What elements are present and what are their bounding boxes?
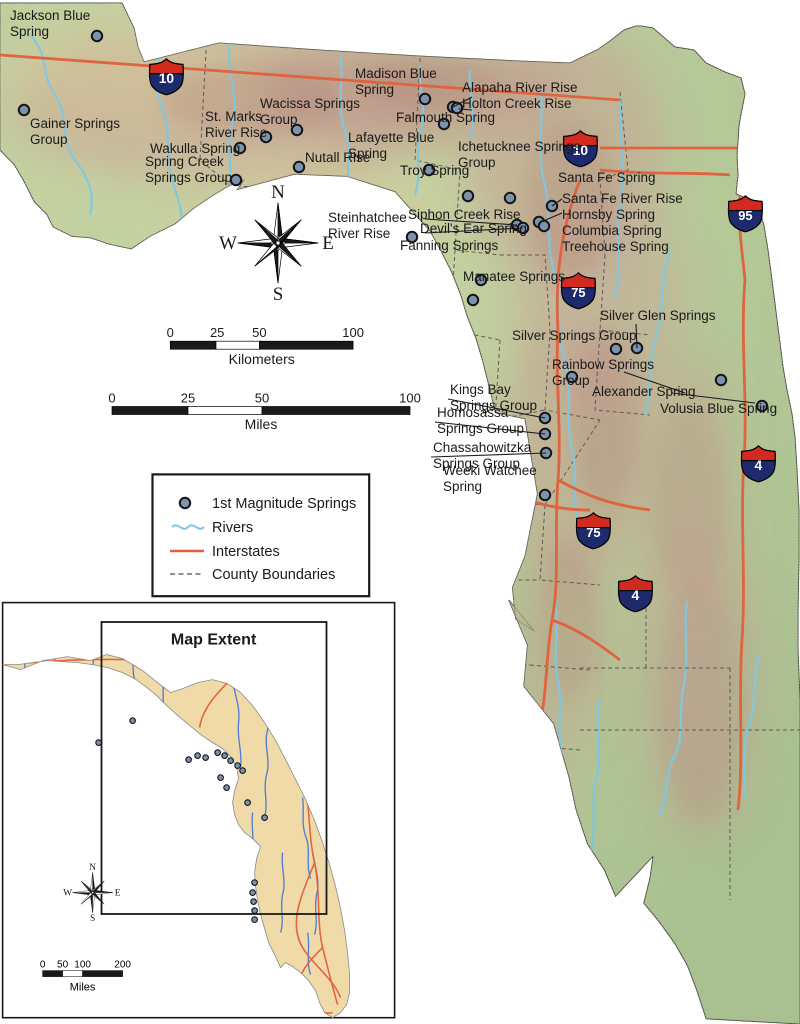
svg-text:200: 200 <box>114 960 131 971</box>
svg-text:S: S <box>273 284 284 305</box>
svg-text:Homosassa Springs Group: Homosassa Springs Group <box>437 405 524 436</box>
svg-text:Weeki Watchee Spring: Weeki Watchee Spring <box>443 463 541 494</box>
svg-text:E: E <box>115 889 121 899</box>
svg-text:50: 50 <box>255 391 269 406</box>
svg-text:Spring Creek Springs Group: Spring Creek Springs Group <box>145 154 232 185</box>
svg-text:Alapaha River Rise: Alapaha River Rise <box>462 80 578 95</box>
svg-text:75: 75 <box>586 525 600 540</box>
svg-text:Silver Glen Springs: Silver Glen Springs <box>600 308 716 323</box>
svg-text:Miles: Miles <box>245 416 278 432</box>
svg-text:Map Extent: Map Extent <box>171 632 257 649</box>
svg-text:100: 100 <box>74 960 91 971</box>
svg-text:4: 4 <box>755 458 763 473</box>
svg-text:100: 100 <box>342 325 364 340</box>
svg-text:1st Magnitude Springs: 1st Magnitude Springs <box>212 496 356 512</box>
svg-text:Devil's Ear Spring: Devil's Ear Spring <box>420 221 527 236</box>
svg-text:75: 75 <box>571 285 585 300</box>
svg-text:100: 100 <box>399 391 421 406</box>
svg-text:Manatee Springs: Manatee Springs <box>463 269 565 284</box>
svg-text:0: 0 <box>40 960 46 971</box>
svg-text:25: 25 <box>181 391 195 406</box>
svg-text:N: N <box>89 863 96 873</box>
svg-text:50: 50 <box>252 325 266 340</box>
svg-text:Siphon Creek Rise: Siphon Creek Rise <box>408 207 521 222</box>
svg-text:25: 25 <box>210 325 224 340</box>
svg-text:0: 0 <box>167 325 174 340</box>
svg-text:N: N <box>271 182 285 203</box>
svg-text:Volusia Blue Spring: Volusia Blue Spring <box>660 401 777 416</box>
svg-text:Steinhatchee River Rise: Steinhatchee River Rise <box>328 210 411 241</box>
svg-text:Miles: Miles <box>70 982 96 994</box>
svg-text:County Boundaries: County Boundaries <box>212 567 335 583</box>
svg-text:Falmouth Spring: Falmouth Spring <box>396 110 495 125</box>
svg-text:0: 0 <box>108 391 115 406</box>
svg-text:Fanning Springs: Fanning Springs <box>400 238 499 253</box>
svg-text:W: W <box>63 889 72 899</box>
svg-text:Rivers: Rivers <box>212 520 253 536</box>
svg-text:Silver Springs Group: Silver Springs Group <box>512 328 637 343</box>
svg-text:10: 10 <box>159 71 175 86</box>
svg-text:St. Marks River Rise: St. Marks River Rise <box>205 109 267 140</box>
svg-text:S: S <box>90 914 95 924</box>
svg-text:Holton Creek Rise: Holton Creek Rise <box>462 96 572 111</box>
svg-text:95: 95 <box>738 208 752 223</box>
svg-text:4: 4 <box>632 588 640 603</box>
svg-text:Kilometers: Kilometers <box>229 351 295 367</box>
svg-text:W: W <box>219 233 237 254</box>
svg-text:Interstates: Interstates <box>212 544 280 560</box>
svg-text:Santa Fe Spring: Santa Fe Spring <box>558 170 656 185</box>
svg-text:50: 50 <box>57 960 69 971</box>
svg-text:Alexander Spring: Alexander Spring <box>592 384 696 399</box>
